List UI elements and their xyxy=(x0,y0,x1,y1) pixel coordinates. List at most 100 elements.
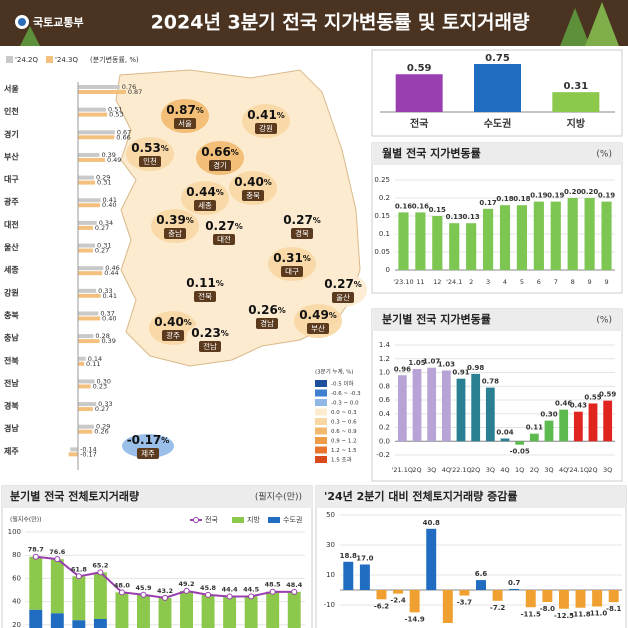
x-tick-label: '22.1Q xyxy=(450,466,471,474)
region-value: 0.27% xyxy=(283,213,321,227)
map-region xyxy=(196,141,244,175)
region-value-number: 0.31 xyxy=(273,251,303,265)
region-value-unit: % xyxy=(221,329,229,338)
value-label: 0.91 xyxy=(452,369,469,377)
value-label: 0.26 xyxy=(94,428,108,436)
bar xyxy=(78,402,97,407)
value-label: 0.43 xyxy=(570,402,587,410)
value-label: -2.4 xyxy=(390,597,405,605)
bar xyxy=(499,205,511,270)
y-tick-label: 40 xyxy=(12,598,21,606)
bar xyxy=(78,243,96,248)
value-label: 0.19 xyxy=(598,192,615,200)
legend-swatch xyxy=(6,56,13,63)
category-label: 경기 xyxy=(4,129,19,139)
bar xyxy=(93,619,107,628)
bar xyxy=(78,112,108,117)
region-tag xyxy=(281,266,303,277)
value-label: 0.49 xyxy=(107,156,121,164)
value-label: 0.44 xyxy=(104,269,118,277)
y-tick-label: 100 xyxy=(8,528,21,536)
bar xyxy=(72,620,86,628)
value-label: -3.7 xyxy=(457,599,472,607)
x-tick-label: 4Q xyxy=(500,466,509,474)
bar xyxy=(50,559,64,614)
value-label: 0.33 xyxy=(98,287,112,295)
value-label: -0.05 xyxy=(510,448,530,456)
x-tick-label: 4Q xyxy=(559,466,568,474)
panel-unit: (%) xyxy=(596,316,612,326)
bar xyxy=(78,424,94,429)
y-tick-label: 0.8 xyxy=(379,382,390,390)
legend-swatch xyxy=(315,446,327,454)
bar xyxy=(78,384,91,389)
region-value: 0.40% xyxy=(234,175,272,189)
value-label: 0.17 xyxy=(479,199,496,207)
region-value-unit: % xyxy=(313,216,321,225)
region-name: 경남 xyxy=(260,318,274,328)
bar xyxy=(78,90,126,94)
line-point xyxy=(226,593,233,600)
region-name: 경기 xyxy=(213,160,227,170)
region-value: 0.27% xyxy=(324,277,362,291)
y-tick-label: 1.2 xyxy=(379,355,390,363)
map-region xyxy=(126,137,174,171)
value-label: 0.59 xyxy=(407,63,432,74)
bar xyxy=(50,613,64,628)
x-tick-label: 수도권 xyxy=(484,118,512,130)
value-label: 76.6 xyxy=(49,548,66,556)
value-label: 0.19 xyxy=(530,192,547,200)
value-label: 0.31 xyxy=(97,242,111,250)
value-label: 65.2 xyxy=(92,561,108,569)
region-value-number: 0.26 xyxy=(248,303,278,317)
region-value-unit: % xyxy=(329,311,337,320)
category-label: 인천 xyxy=(4,106,19,116)
legend-title: (3분기 누계, %) xyxy=(315,368,354,376)
bar xyxy=(68,452,78,457)
value-label: 0.31 xyxy=(563,81,588,92)
category-label: 충남 xyxy=(4,333,19,343)
x-tick-label: 2 xyxy=(469,278,473,286)
value-label: 0.20 xyxy=(581,188,598,196)
bar xyxy=(608,590,619,603)
bar xyxy=(476,580,486,590)
value-label: 1.03 xyxy=(438,360,455,368)
region-value: 0.49% xyxy=(299,308,337,322)
legend-label: 0.9 ~ 1.2 xyxy=(331,439,357,445)
bar xyxy=(550,201,561,270)
bar xyxy=(70,447,78,452)
tree-decor xyxy=(585,2,619,46)
region-name: 충북 xyxy=(246,191,260,200)
tree-decor xyxy=(20,26,40,46)
bar xyxy=(398,212,409,270)
region-name: 전남 xyxy=(203,341,217,351)
legend-swatch xyxy=(315,437,327,444)
line-point xyxy=(183,587,190,594)
legend-swatch xyxy=(232,517,244,523)
line-point xyxy=(162,594,168,601)
y-tick-label: 10 xyxy=(326,571,335,579)
category-label: 세종 xyxy=(4,265,19,275)
y-tick-label: 0.6 xyxy=(379,396,391,404)
x-tick-label: 2Q xyxy=(471,466,480,474)
bar xyxy=(466,223,477,270)
value-label: 44.4 xyxy=(222,585,239,593)
y-tick-label: 50 xyxy=(326,511,335,519)
map-region xyxy=(181,272,229,306)
legend-swatch xyxy=(268,517,280,523)
value-label: -11.5 xyxy=(521,610,541,618)
legend-label: 0.6 ~ 0.9 xyxy=(331,429,357,435)
region-value-unit: % xyxy=(235,222,243,231)
bar xyxy=(558,590,569,609)
category-label: 서울 xyxy=(4,84,19,94)
line-point xyxy=(248,593,255,600)
bar xyxy=(395,74,443,112)
region-tag xyxy=(199,341,221,352)
value-label: 0.31 xyxy=(97,179,111,187)
value-label: 0.78 xyxy=(482,378,499,386)
map-region xyxy=(268,247,316,281)
bar xyxy=(29,556,43,610)
legend-swatch xyxy=(315,427,327,435)
region-name: 전북 xyxy=(198,291,212,301)
